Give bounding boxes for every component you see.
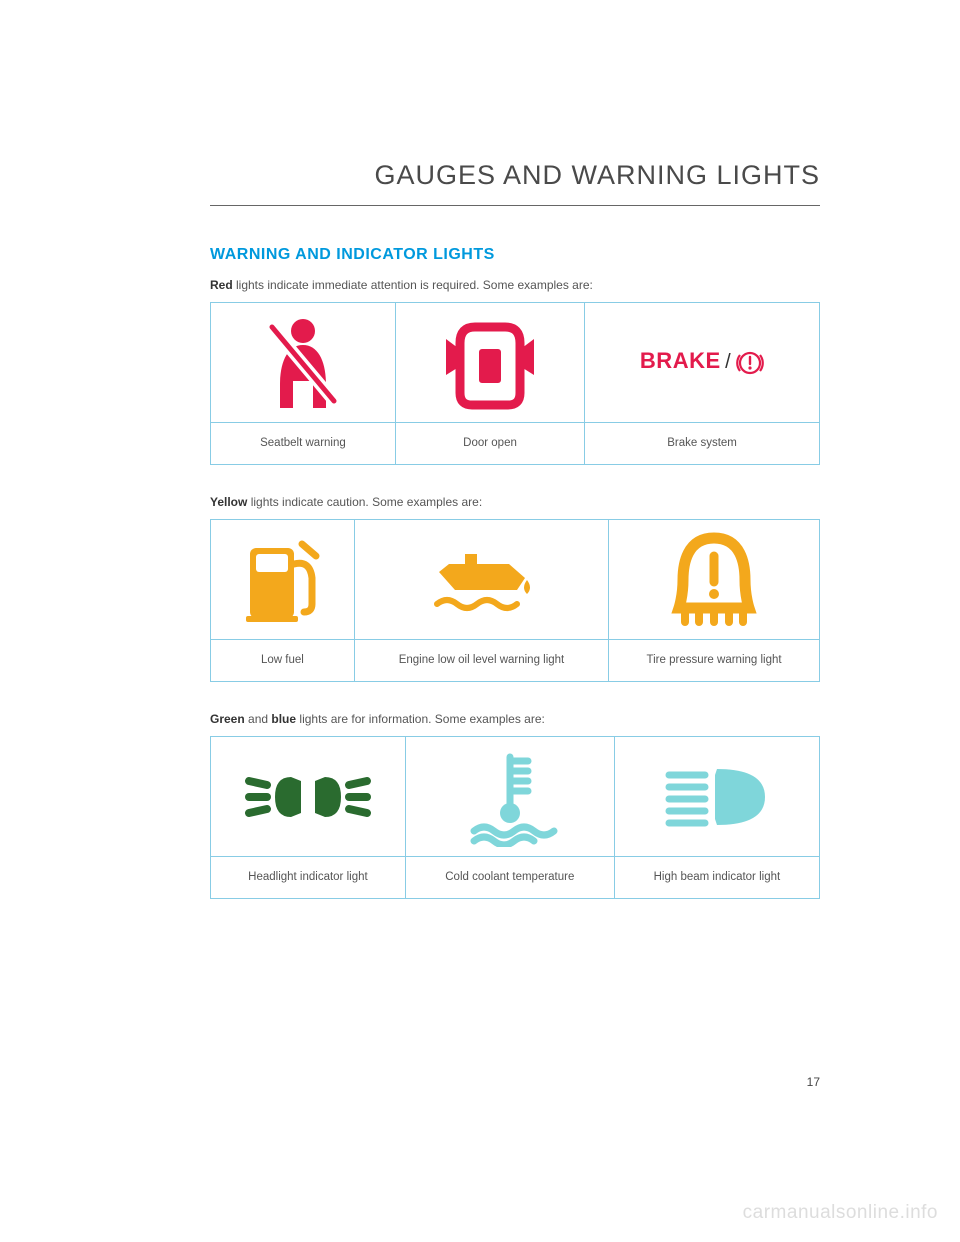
door-open-cell bbox=[395, 303, 584, 423]
headlight-icon bbox=[243, 757, 373, 837]
yellow-intro: Yellow lights indicate caution. Some exa… bbox=[210, 495, 820, 509]
watermark: carmanualsonline.info bbox=[743, 1202, 938, 1224]
door-open-icon bbox=[440, 313, 540, 413]
brake-word: BRAKE bbox=[640, 348, 721, 373]
yellow-table: Low fuel Engine low oil level warning li… bbox=[210, 519, 820, 682]
blue-bold: blue bbox=[271, 712, 296, 726]
brake-circle-icon bbox=[736, 349, 764, 377]
red-intro: Red lights indicate immediate attention … bbox=[210, 278, 820, 292]
seatbelt-cell bbox=[211, 303, 396, 423]
red-bold: Red bbox=[210, 278, 233, 292]
headlight-label: Headlight indicator light bbox=[211, 857, 406, 899]
page-number: 17 bbox=[807, 1075, 820, 1089]
green-intro: Green and blue lights are for informatio… bbox=[210, 712, 820, 726]
tire-icon bbox=[669, 530, 759, 630]
yellow-bold: Yellow bbox=[210, 495, 247, 509]
green-table: Headlight indicator light Cold coolant t… bbox=[210, 736, 820, 899]
sub-title: WARNING AND INDICATOR LIGHTS bbox=[210, 246, 820, 264]
headlight-cell bbox=[211, 737, 406, 857]
door-open-label: Door open bbox=[395, 423, 584, 465]
brake-cell: BRAKE / bbox=[585, 303, 820, 423]
brake-slash: / bbox=[725, 351, 736, 373]
coolant-icon bbox=[460, 747, 560, 847]
oil-cell bbox=[354, 520, 608, 640]
seatbelt-icon bbox=[258, 313, 348, 413]
green-bold: Green bbox=[210, 712, 245, 726]
tire-cell bbox=[609, 520, 820, 640]
page-title: GAUGES AND WARNING LIGHTS bbox=[210, 160, 820, 206]
highbeam-label: High beam indicator light bbox=[614, 857, 819, 899]
red-table: BRAKE / Seatbelt warning Door open Brake… bbox=[210, 302, 820, 465]
seatbelt-label: Seatbelt warning bbox=[211, 423, 396, 465]
green-rest: lights are for information. Some example… bbox=[296, 712, 545, 726]
highbeam-icon bbox=[657, 757, 777, 837]
highbeam-cell bbox=[614, 737, 819, 857]
green-mid: and bbox=[245, 712, 272, 726]
fuel-cell bbox=[211, 520, 355, 640]
tire-label: Tire pressure warning light bbox=[609, 640, 820, 682]
fuel-label: Low fuel bbox=[211, 640, 355, 682]
oil-label: Engine low oil level warning light bbox=[354, 640, 608, 682]
red-rest: lights indicate immediate attention is r… bbox=[233, 278, 593, 292]
coolant-label: Cold coolant temperature bbox=[405, 857, 614, 899]
oil-icon bbox=[421, 540, 541, 620]
yellow-rest: lights indicate caution. Some examples a… bbox=[247, 495, 482, 509]
fuel-icon bbox=[232, 530, 332, 630]
coolant-cell bbox=[405, 737, 614, 857]
brake-label: Brake system bbox=[585, 423, 820, 465]
